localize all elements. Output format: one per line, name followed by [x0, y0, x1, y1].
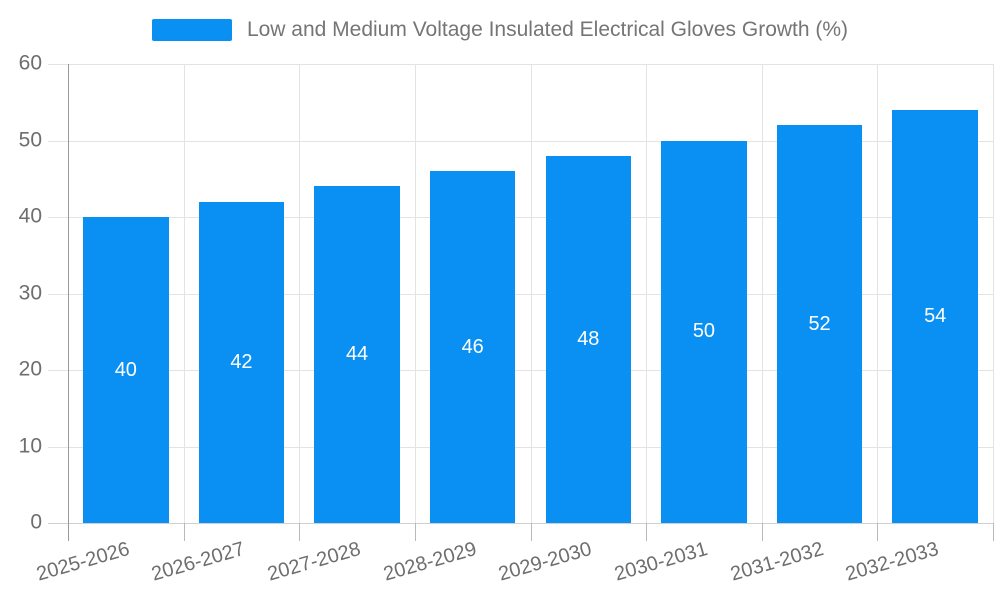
x-axis-tick [183, 523, 185, 541]
bar-value-label: 44 [345, 343, 369, 366]
y-axis-line [68, 64, 69, 541]
x-axis-tick [993, 523, 994, 541]
bar[interactable]: 42 [198, 201, 285, 523]
x-axis-tick [530, 523, 532, 541]
x-axis-tick [299, 523, 301, 541]
x-axis-tick-label: 2029-2030 [496, 538, 595, 586]
y-axis-tick-label: 60 [18, 51, 42, 75]
x-axis-tick-label: 2031-2032 [727, 538, 826, 586]
gridline-vertical [414, 64, 416, 523]
y-axis-tick-label: 20 [18, 357, 42, 381]
bar[interactable]: 52 [776, 125, 863, 523]
bar-value-label: 54 [924, 304, 947, 327]
gridline-vertical [993, 64, 994, 523]
gridline-vertical [877, 64, 879, 523]
bar[interactable]: 48 [545, 155, 632, 523]
bar-value-label: 50 [692, 320, 716, 343]
x-axis-tick-label: 2030-2031 [611, 538, 711, 586]
bar-value-label: 46 [461, 335, 484, 358]
x-axis-tick-label: 2025-2026 [33, 538, 132, 586]
bar-value-label: 42 [230, 350, 253, 373]
x-axis-tick [877, 523, 879, 541]
gridline-horizontal [48, 217, 993, 218]
bar-value-label: 48 [577, 327, 600, 350]
x-axis-tick [646, 523, 648, 541]
x-axis-tick [761, 523, 763, 541]
gridline-vertical [761, 64, 763, 523]
x-axis-tick-label: 2026-2027 [149, 538, 248, 586]
y-axis-tick-label: 30 [18, 281, 42, 305]
x-axis-tick-label: 2028-2029 [380, 538, 479, 586]
x-axis-line [48, 523, 993, 524]
y-axis-tick-label: 0 [30, 510, 42, 534]
gridline-horizontal [48, 64, 993, 65]
gridline-vertical [530, 64, 532, 523]
x-axis-tick [414, 523, 416, 541]
bar[interactable]: 46 [429, 171, 516, 523]
gridline-vertical [299, 64, 301, 523]
bar[interactable]: 40 [83, 217, 169, 523]
gridline-horizontal [48, 446, 993, 448]
x-axis-tick-label: 2032-2033 [843, 538, 942, 586]
legend-swatch-icon [151, 19, 232, 41]
legend-label: Low and Medium Voltage Insulated Electri… [246, 18, 849, 41]
bar[interactable]: 50 [661, 140, 747, 523]
bar-value-label: 52 [808, 312, 831, 335]
bar[interactable]: 54 [892, 109, 978, 523]
y-axis-tick-label: 50 [18, 128, 42, 152]
gridline-vertical [646, 64, 648, 523]
gridline-horizontal [48, 293, 993, 295]
bar[interactable]: 44 [314, 186, 400, 523]
y-axis-tick-label: 10 [18, 434, 42, 458]
gridline-horizontal [48, 370, 993, 371]
gridline-horizontal [48, 140, 993, 142]
bar-value-label: 40 [114, 358, 137, 381]
x-axis-tick-label: 2027-2028 [265, 538, 364, 586]
legend[interactable]: Low and Medium Voltage Insulated Electri… [0, 18, 1000, 42]
y-axis-tick-label: 40 [18, 204, 42, 228]
gridline-vertical [183, 64, 185, 523]
